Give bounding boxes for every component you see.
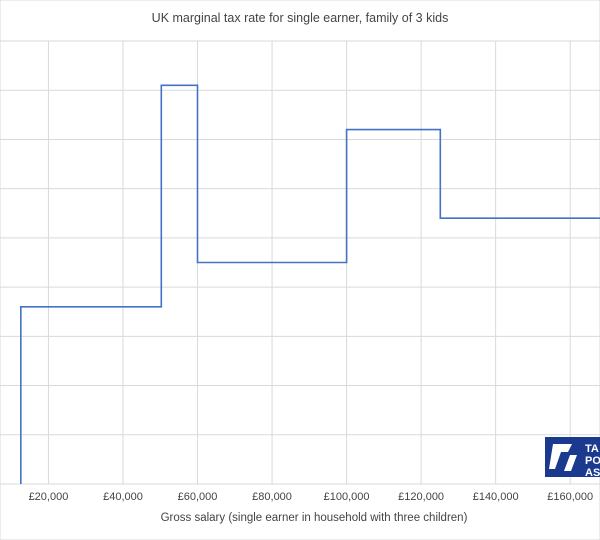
x-tick-label: £160,000 <box>547 491 593 503</box>
logo-mark-upper <box>549 444 572 469</box>
series-line <box>19 84 600 484</box>
x-tick-label: £60,000 <box>178 491 218 503</box>
logo-letters-1: TA <box>585 443 599 455</box>
x-tick-label: £100,000 <box>324 491 370 503</box>
chart-title: UK marginal tax rate for single earner, … <box>152 11 449 25</box>
x-tick-label: £80,000 <box>252 491 292 503</box>
x-axis-label: Gross salary (single earner in household… <box>161 512 468 524</box>
logo-letters-3: AS <box>585 467 600 479</box>
x-tick-labels: £20,000 £40,000 £60,000 £80,000 £100,000 £120… <box>29 491 594 503</box>
logo-letters-2: PO <box>585 455 600 467</box>
x-tick-label: £120,000 <box>398 491 444 503</box>
x-tick-label: £140,000 <box>473 491 519 503</box>
logo: TA PO AS <box>545 437 600 479</box>
logo-mark-lower <box>564 455 577 471</box>
x-tick-label: £20,000 <box>29 491 69 503</box>
series-layer <box>19 84 600 484</box>
x-tick-label: £40,000 <box>103 491 143 503</box>
